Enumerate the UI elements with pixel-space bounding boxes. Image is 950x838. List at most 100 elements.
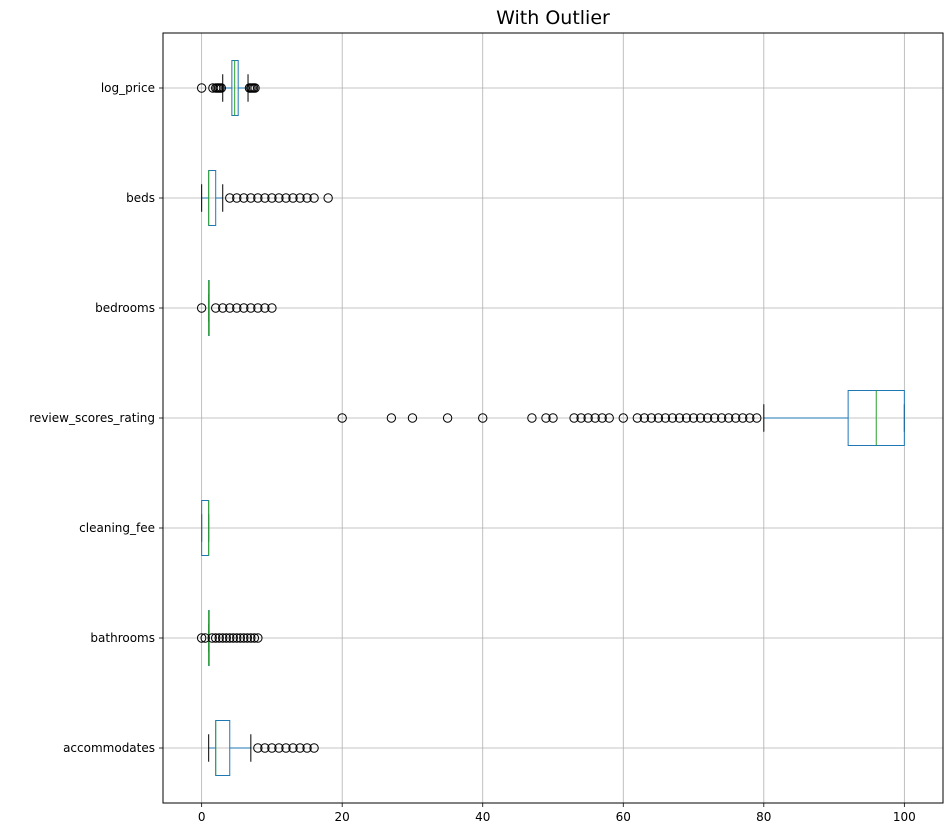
outlier-point bbox=[253, 303, 263, 313]
outlier-point bbox=[745, 413, 755, 423]
outlier-point bbox=[250, 83, 260, 93]
box-log-price bbox=[196, 60, 260, 116]
outlier-point bbox=[604, 413, 614, 423]
outlier-point bbox=[274, 193, 284, 203]
outlier-point bbox=[702, 413, 713, 423]
outlier-point bbox=[246, 633, 256, 643]
outlier-point bbox=[309, 743, 319, 753]
outlier-point bbox=[267, 743, 277, 753]
outlier-point bbox=[281, 743, 291, 753]
outlier-point bbox=[232, 633, 242, 643]
outlier-point bbox=[738, 413, 748, 423]
outlier-point bbox=[211, 633, 221, 643]
outlier-point bbox=[218, 633, 228, 643]
outlier-point bbox=[232, 303, 242, 313]
box-bathrooms bbox=[196, 610, 263, 666]
outlier-point bbox=[639, 413, 650, 423]
outlier-point bbox=[295, 743, 305, 753]
outlier-point bbox=[216, 83, 227, 93]
outlier-point bbox=[239, 193, 249, 203]
outlier-point bbox=[196, 303, 207, 313]
outlier-point bbox=[228, 633, 238, 643]
outlier-point bbox=[242, 633, 253, 643]
outlier-point bbox=[583, 413, 593, 423]
y-tick-label: log_price bbox=[101, 81, 155, 95]
y-tick-label: beds bbox=[126, 191, 155, 205]
outlier-point bbox=[246, 303, 256, 313]
outlier-point bbox=[478, 413, 488, 423]
outlier-point bbox=[200, 633, 210, 643]
outlier-point bbox=[260, 743, 270, 753]
outlier-point bbox=[337, 413, 347, 423]
outlier-point bbox=[541, 413, 551, 423]
outlier-point bbox=[302, 743, 312, 753]
outlier-point bbox=[260, 193, 270, 203]
box-bedrooms bbox=[196, 280, 277, 336]
outlier-point bbox=[527, 413, 537, 423]
outlier-point bbox=[281, 193, 291, 203]
outlier-point bbox=[225, 303, 235, 313]
outlier-point bbox=[688, 413, 699, 423]
outlier-point bbox=[716, 413, 727, 423]
outlier-point bbox=[407, 413, 418, 423]
outlier-point bbox=[211, 303, 221, 313]
outlier-point bbox=[235, 633, 245, 643]
outlier-point bbox=[752, 413, 762, 423]
outlier-point bbox=[709, 413, 720, 423]
outlier-point bbox=[232, 193, 242, 203]
outlier-point bbox=[590, 413, 600, 423]
outlier-point bbox=[323, 193, 333, 203]
x-axis: 0 20 40 60 80 100 bbox=[198, 803, 916, 824]
outlier-point bbox=[267, 193, 277, 203]
y-tick-label: review_scores_rating bbox=[29, 411, 155, 425]
outlier-point bbox=[569, 413, 579, 423]
x-tick-label: 60 bbox=[616, 810, 631, 824]
box-plots bbox=[196, 60, 905, 776]
outlier-point bbox=[196, 633, 207, 643]
outlier-point bbox=[288, 193, 298, 203]
outlier-point bbox=[667, 413, 678, 423]
outlier-point bbox=[196, 83, 207, 93]
outlier-point bbox=[288, 743, 298, 753]
x-tick-label: 80 bbox=[756, 810, 771, 824]
outlier-point bbox=[253, 193, 263, 203]
outlier-point bbox=[723, 413, 734, 423]
outlier-point bbox=[295, 193, 305, 203]
outlier-point bbox=[386, 413, 397, 423]
outlier-point bbox=[646, 413, 657, 423]
box-cleaning-fee bbox=[201, 500, 210, 556]
outlier-point bbox=[548, 413, 558, 423]
outlier-point bbox=[246, 193, 256, 203]
box-beds bbox=[201, 170, 333, 226]
chart-title: With Outlier bbox=[496, 7, 610, 29]
outlier-point bbox=[225, 633, 235, 643]
outlier-point bbox=[253, 743, 263, 753]
outlier-point bbox=[239, 303, 249, 313]
x-tick-label: 40 bbox=[475, 810, 490, 824]
outlier-point bbox=[214, 633, 224, 643]
outlier-point bbox=[576, 413, 586, 423]
outlier-point bbox=[207, 633, 217, 643]
outlier-point bbox=[225, 193, 235, 203]
outlier-point bbox=[618, 413, 628, 423]
outlier-point bbox=[695, 413, 706, 423]
box-accommodates bbox=[208, 720, 319, 776]
box-review-scores-rating bbox=[337, 390, 905, 446]
y-tick-label: bathrooms bbox=[90, 631, 155, 645]
outlier-point bbox=[632, 413, 643, 423]
outlier-point bbox=[253, 633, 263, 643]
outlier-point bbox=[267, 303, 277, 313]
outlier-point bbox=[309, 193, 319, 203]
y-tick-label: accommodates bbox=[63, 741, 155, 755]
outlier-point bbox=[274, 743, 284, 753]
outlier-point bbox=[597, 413, 607, 423]
outlier-point bbox=[302, 193, 312, 203]
outlier-point bbox=[260, 303, 270, 313]
outlier-point bbox=[239, 633, 249, 643]
y-tick-label: bedrooms bbox=[95, 301, 155, 315]
x-tick-label: 100 bbox=[893, 810, 916, 824]
x-tick-label: 0 bbox=[198, 810, 206, 824]
outlier-point bbox=[681, 413, 692, 423]
outlier-point bbox=[218, 303, 228, 313]
